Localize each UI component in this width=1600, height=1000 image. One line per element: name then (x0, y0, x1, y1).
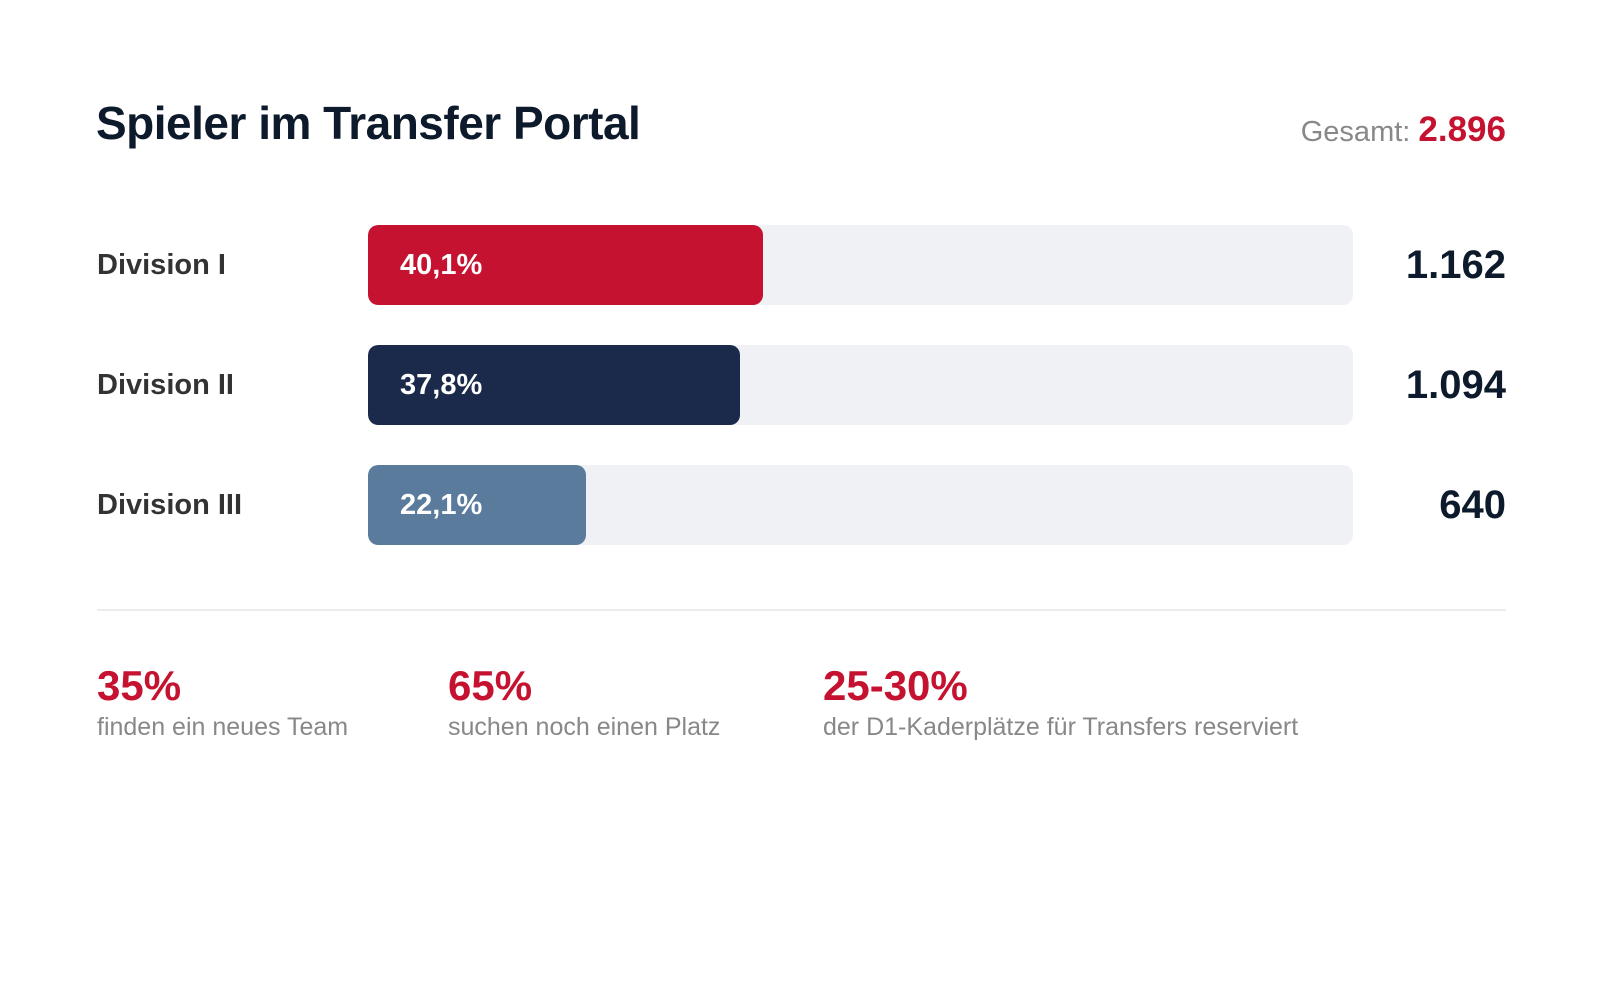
bar-track (368, 465, 1353, 545)
bar-track (368, 225, 1353, 305)
bar-value-label: 1.094 (1405, 363, 1506, 407)
bar-fill (368, 345, 741, 425)
stat-caption: suchen noch einen Platz (448, 713, 721, 741)
stat-new-team: 35% finden ein neues Team (97, 662, 348, 744)
stat-value: 25-30% (823, 662, 968, 709)
bar-percent-label: 22,1% (400, 489, 483, 521)
stat-value: 65% (448, 662, 533, 709)
total-count: Gesamt: 2.896 (1301, 110, 1506, 150)
bar-fill (368, 465, 586, 545)
stat-caption: der D1-Kaderplätze für Transfers reservi… (823, 713, 1299, 741)
bar-row: Division II 37,8% 1.094 (0, 345, 1600, 425)
bar-category-label: Division I (97, 249, 226, 281)
bar-percent-label: 37,8% (400, 369, 483, 401)
stat-reserved: 25-30% der D1-Kaderplätze für Transfers … (823, 662, 1298, 744)
bar-value-label: 640 (1439, 483, 1506, 527)
stat-searching: 65% suchen noch einen Platz (448, 662, 720, 744)
bar-value-label: 1.162 (1405, 243, 1506, 287)
stat-value: 35% (97, 662, 182, 709)
divider (97, 609, 1506, 611)
total-label: Gesamt: (1300, 116, 1411, 148)
bar-track (368, 345, 1353, 425)
stat-caption: finden ein neues Team (97, 713, 349, 741)
bar-row: Division I 40,1% 1.162 (0, 225, 1600, 305)
bar-row: Division III 22,1% 640 (0, 465, 1600, 545)
page-title: Spieler im Transfer Portal (96, 97, 641, 149)
bar-category-label: Division II (97, 369, 234, 401)
bar-category-label: Division III (97, 489, 243, 521)
bar-fill (368, 225, 763, 305)
bar-percent-label: 40,1% (400, 249, 483, 281)
total-value: 2.896 (1418, 110, 1506, 149)
